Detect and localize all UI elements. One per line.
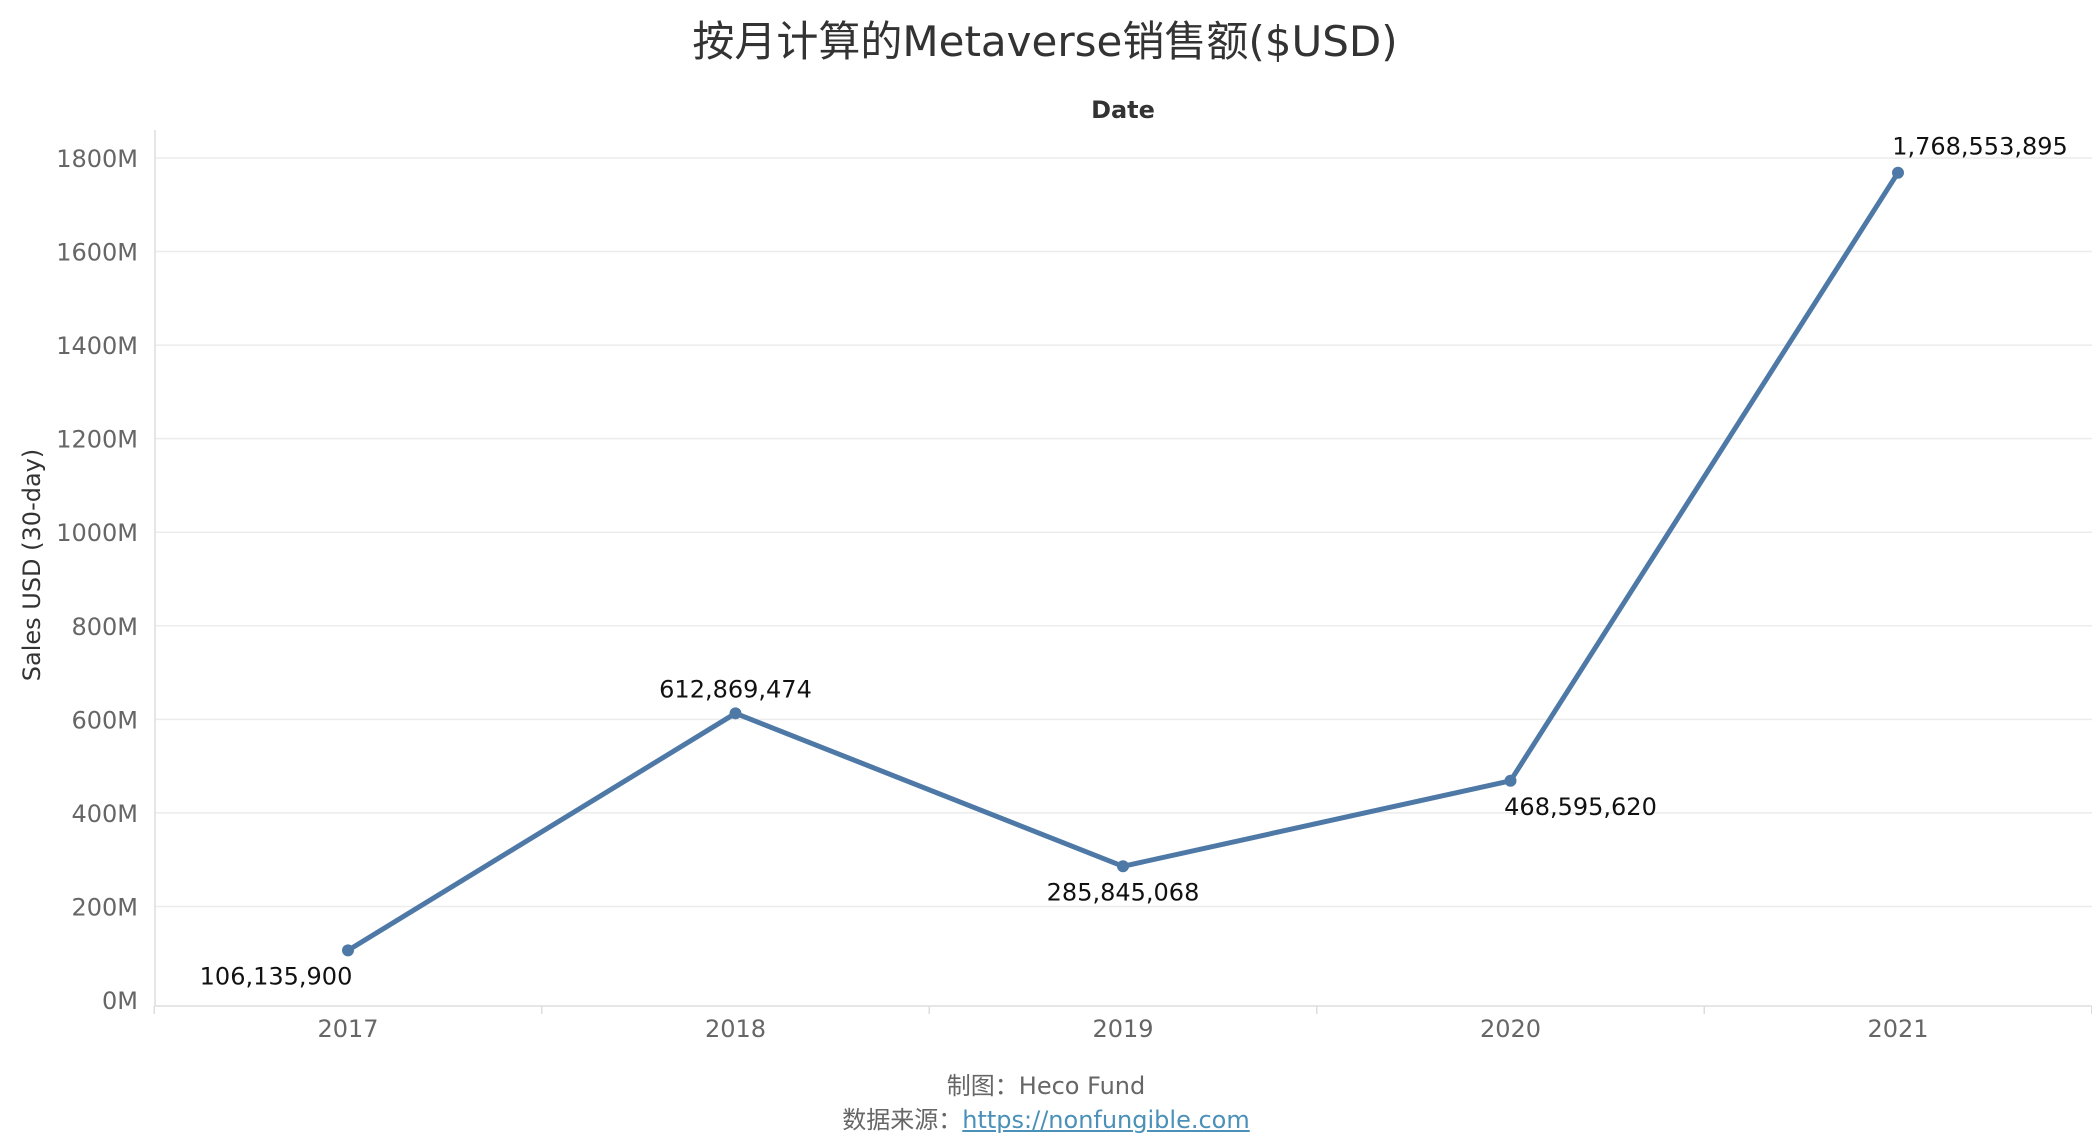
x-tick-label: 2020 — [1480, 1015, 1541, 1043]
y-tick-label: 0M — [102, 987, 138, 1015]
data-label: 106,135,900 — [200, 962, 353, 990]
y-tick-label: 1600M — [56, 239, 138, 267]
chart-title: 按月计算的Metaverse销售额($USD) — [692, 17, 1397, 66]
credit-line: 制图：Heco Fund — [0, 1066, 2092, 1101]
data-label: 1,768,553,895 — [1892, 133, 2068, 161]
x-tick-label: 2018 — [705, 1015, 766, 1043]
x-tick-labels: 2017 2018 2019 2020 2021 — [317, 1015, 1928, 1043]
y-tick-label: 1400M — [56, 332, 138, 360]
credit-label: 制图： — [946, 1072, 1019, 1100]
y-tick-label: 800M — [71, 613, 138, 641]
x-tick-label: 2019 — [1092, 1015, 1153, 1043]
data-point — [1892, 166, 1904, 179]
data-label: 612,869,474 — [659, 675, 812, 703]
data-point — [1117, 860, 1129, 873]
axes — [153, 130, 2092, 1014]
x-axis-label: Date — [1091, 96, 1155, 124]
data-labels: 106,135,900 612,869,474 285,845,068 468,595… — [200, 133, 2068, 991]
y-tick-label: 1800M — [56, 145, 138, 173]
y-tick-label: 1200M — [56, 426, 138, 454]
source-line: 数据来源：https://nonfungible.com — [0, 1100, 2092, 1135]
source-label: 数据来源： — [842, 1106, 963, 1134]
y-tick-label: 1000M — [56, 519, 138, 547]
y-tick-label: 400M — [71, 800, 138, 828]
data-point — [1504, 774, 1517, 787]
y-tick-label: 600M — [71, 706, 138, 734]
data-point — [342, 944, 354, 957]
source-link[interactable]: https://nonfungible.com — [962, 1106, 1250, 1134]
x-tick-label: 2017 — [317, 1015, 378, 1043]
y-axis-label: Sales USD (30-day) — [18, 449, 46, 682]
data-label: 285,845,068 — [1047, 878, 1200, 906]
y-tick-labels: 0M 200M 400M 600M 800M 1000M 1200M 1400M 1600M 18… — [56, 145, 138, 1015]
y-tick-label: 200M — [71, 893, 138, 921]
series-line — [345, 170, 1901, 953]
series — [342, 166, 1904, 957]
gridlines — [155, 157, 2092, 908]
data-label: 468,595,620 — [1504, 793, 1657, 821]
credit-value: Heco Fund — [1018, 1072, 1146, 1100]
data-point — [729, 707, 742, 720]
x-tick-label: 2021 — [1867, 1015, 1928, 1043]
